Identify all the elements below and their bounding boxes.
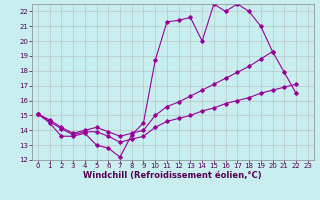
X-axis label: Windchill (Refroidissement éolien,°C): Windchill (Refroidissement éolien,°C) — [84, 171, 262, 180]
